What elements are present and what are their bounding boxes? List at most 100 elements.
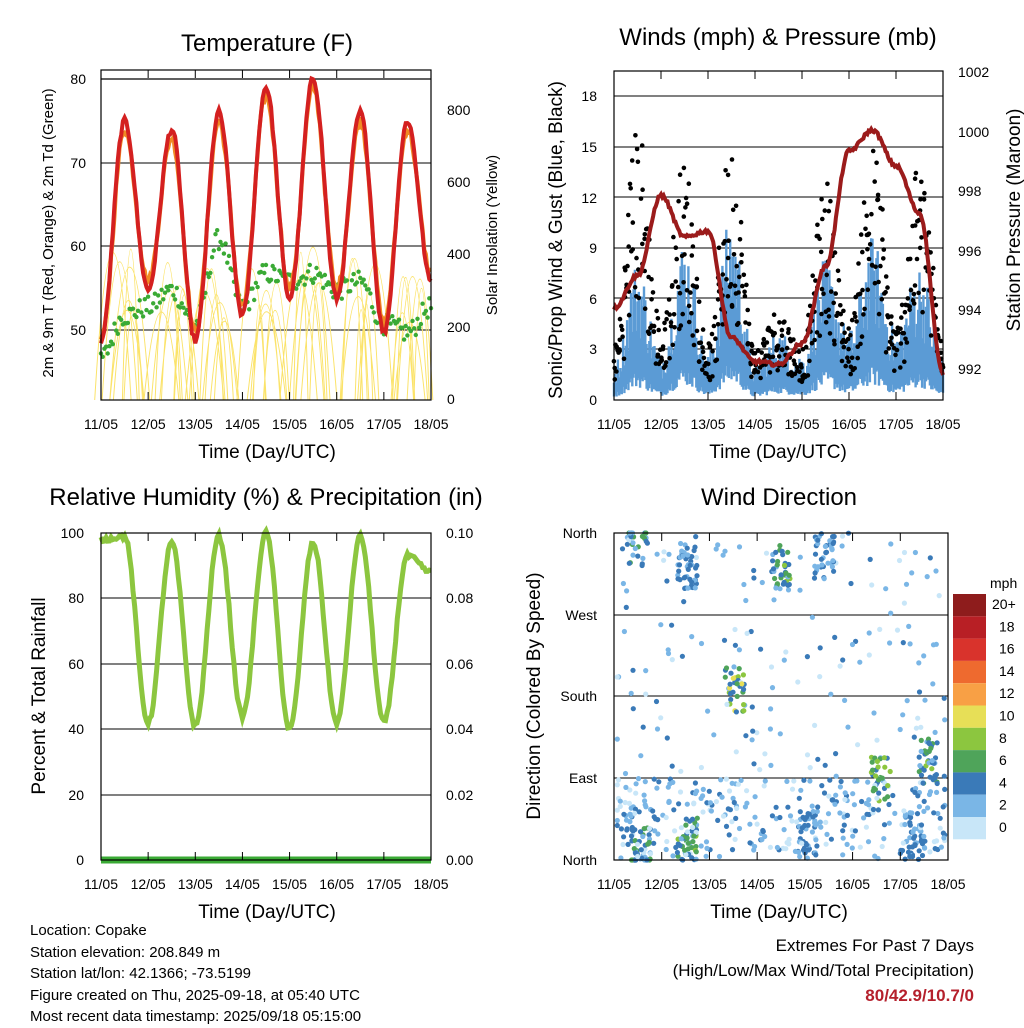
temp-9m-line [99, 81, 432, 341]
gust-point [684, 288, 690, 293]
direction-point [912, 842, 918, 848]
winds-ytick-0: 0 [589, 392, 597, 408]
direction-point [617, 798, 623, 804]
dewpoint-point [388, 321, 393, 326]
gust-point [764, 340, 770, 345]
dewpoint-point [171, 293, 176, 298]
legend-label: 20+ [992, 596, 1016, 612]
direction-point [875, 764, 881, 770]
direction-point [627, 819, 633, 825]
direction-point [639, 561, 645, 567]
direction-point [678, 540, 684, 547]
dewpoint-point [319, 274, 324, 279]
legend-label: 6 [999, 752, 1007, 768]
direction-point [863, 824, 870, 830]
gust-point [755, 369, 761, 375]
direction-point [941, 835, 947, 841]
gust-point [896, 330, 901, 335]
dewpoint-point [400, 325, 405, 330]
direction-point [781, 827, 787, 833]
direction-point [912, 549, 919, 556]
direction-point [881, 755, 888, 761]
direction-point [942, 717, 948, 723]
direction-point [665, 647, 671, 653]
dewpoint-point [181, 305, 186, 310]
gust-point [855, 355, 860, 361]
direction-point [672, 828, 678, 834]
direction-point [685, 840, 692, 846]
gust-point [835, 268, 841, 274]
direction-point [921, 767, 927, 773]
dewpoint-point [253, 280, 259, 286]
direction-point [716, 853, 723, 860]
direction-point [897, 726, 903, 733]
direction-point [762, 751, 768, 757]
direction-point [851, 802, 858, 808]
legend-swatch [953, 794, 986, 817]
direction-point [638, 753, 644, 759]
direction-point [728, 696, 734, 703]
direction-point [898, 847, 904, 854]
direction-point [881, 822, 888, 828]
gust-point [696, 299, 702, 305]
direction-point [907, 835, 913, 841]
direction-point [674, 849, 681, 856]
direction-point [832, 801, 838, 807]
gust-point [690, 244, 696, 249]
gust-point [694, 328, 700, 334]
direction-point [915, 793, 921, 799]
gust-point [659, 355, 664, 361]
gust-point [666, 297, 672, 302]
x-tick-label: 15/05 [784, 416, 819, 432]
dewpoint-point [390, 314, 395, 319]
direction-point [685, 585, 691, 591]
pressure-ytick-992: 992 [958, 361, 982, 377]
direction-point [677, 842, 683, 849]
direction-point [750, 728, 756, 734]
direction-point [859, 798, 865, 805]
gust-point [696, 359, 702, 364]
gust-point [779, 327, 785, 333]
gust-point [635, 159, 641, 165]
gust-point [865, 287, 871, 293]
direction-point [785, 549, 791, 555]
direction-point [840, 852, 846, 858]
info-location: Location: Copake [30, 922, 147, 939]
gust-point [694, 276, 700, 282]
direction-point [747, 840, 753, 846]
gust-point [848, 332, 853, 338]
direction-point [932, 846, 938, 852]
gust-point [626, 212, 631, 218]
direction-point [769, 813, 776, 819]
direction-point [621, 811, 627, 817]
gust-point [807, 358, 812, 364]
gust-point [707, 377, 713, 383]
gust-point [738, 219, 744, 225]
gust-point [690, 333, 695, 338]
dewpoint-point [172, 297, 178, 302]
gust-point [673, 279, 678, 284]
gust-point [846, 326, 851, 331]
solar-ytick-400: 400 [447, 246, 471, 262]
gust-point [828, 198, 833, 204]
direction-point [901, 808, 907, 814]
direction-point [635, 853, 641, 860]
direction-point [761, 783, 767, 789]
dewpoint-point [396, 317, 402, 322]
x-tick-label: 14/05 [225, 416, 260, 432]
direction-point [894, 627, 901, 633]
gust-point [772, 330, 777, 336]
direction-point [783, 649, 789, 655]
direction-point [623, 784, 629, 791]
gust-point [880, 207, 885, 212]
direction-point [723, 776, 730, 782]
gust-point [786, 330, 791, 336]
legend-swatch [953, 750, 986, 773]
gust-point [700, 327, 706, 332]
direction-point [815, 804, 821, 810]
dewpoint-point [348, 289, 353, 294]
dewpoint-point [112, 321, 117, 326]
dewpoint-point [366, 287, 371, 292]
dewpoint-point [314, 265, 319, 271]
x-tick-label: 11/05 [84, 876, 118, 892]
